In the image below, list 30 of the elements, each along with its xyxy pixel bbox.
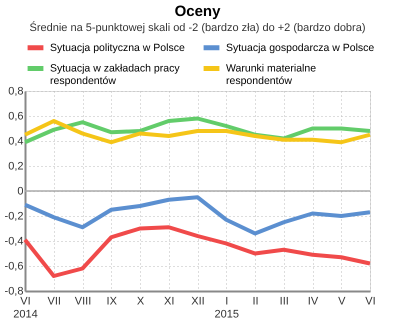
y-tick-label: 0,6: [8, 110, 24, 122]
y-tick-label: -0,2: [4, 210, 24, 222]
x-tick-label: IV: [308, 296, 319, 308]
x-tick-label: VII: [48, 296, 61, 308]
y-tick-label: -0,4: [4, 236, 24, 248]
y-tick-label: -0,8: [4, 286, 24, 298]
legend-label: Sytuacja w zakładach pracy respondentów: [50, 62, 180, 87]
x-tick-label: V: [338, 296, 346, 308]
x-tick-label: X: [136, 296, 145, 308]
x-tick-label: VIII: [74, 296, 92, 308]
y-tick-label: 0,8: [8, 86, 24, 98]
x-tick-label: XII: [191, 296, 205, 308]
x-tick-label: I 2015: [214, 296, 239, 320]
y-tick-label: 0,4: [8, 136, 24, 148]
chart-subtitle: Średnie na 5-punktowej skali od -2 (bardzo zła) do +2 (bardzo dobra): [30, 21, 366, 34]
y-tick-label: 0: [17, 186, 24, 198]
legend-label: Warunki materialne respondentów: [226, 62, 316, 87]
chart-title: Oceny: [174, 3, 222, 20]
y-tick-label: -0,6: [4, 260, 24, 272]
x-tick-label: XI: [164, 296, 174, 308]
y-tick-label: 0,2: [8, 160, 24, 172]
x-tick-label: VI: [365, 296, 376, 308]
x-tick-label: II: [252, 296, 259, 308]
line-series: [23, 195, 372, 236]
x-tick-label: VI 2014: [13, 296, 38, 320]
line-series: [23, 225, 372, 278]
legend-label: Sytuacja polityczna w Polsce: [50, 42, 185, 54]
legend-label: Sytuacja gospodarcza w Polsce: [226, 42, 374, 54]
x-tick-label: III: [280, 296, 289, 308]
x-tick-label: IX: [106, 296, 118, 308]
